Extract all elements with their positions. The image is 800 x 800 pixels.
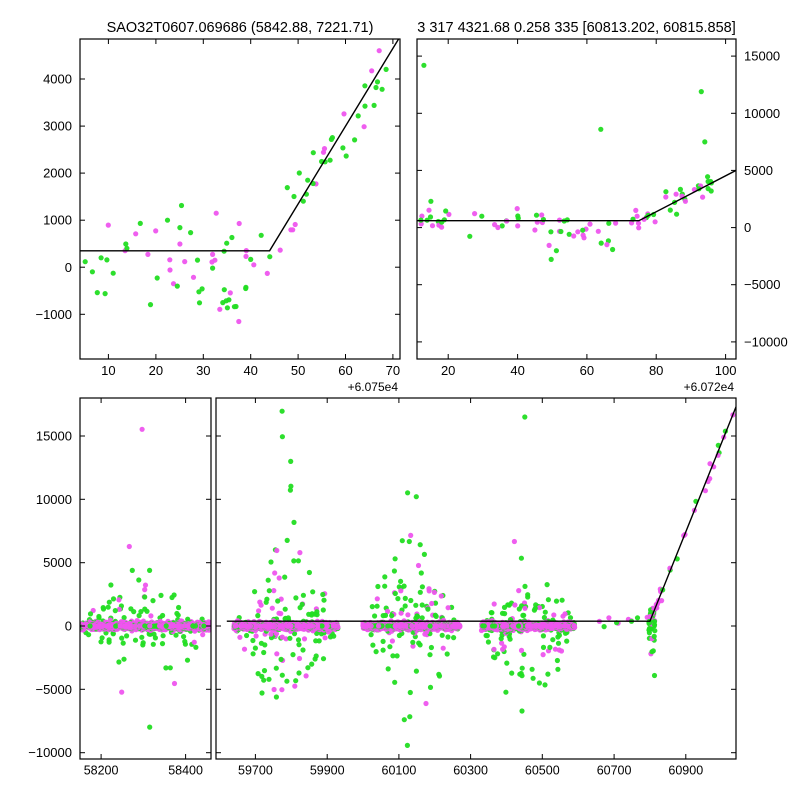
svg-text:2000: 2000 — [43, 166, 72, 181]
svg-text:59900: 59900 — [310, 764, 345, 778]
svg-text:1000: 1000 — [43, 213, 72, 228]
svg-text:0: 0 — [744, 220, 751, 235]
svg-text:58400: 58400 — [168, 764, 203, 778]
svg-text:70: 70 — [386, 363, 400, 378]
svg-text:+6.075e4: +6.075e4 — [348, 380, 399, 394]
svg-text:60100: 60100 — [382, 764, 417, 778]
svg-text:60: 60 — [338, 363, 352, 378]
svg-text:60900: 60900 — [668, 764, 703, 778]
svg-text:−10000: −10000 — [744, 334, 788, 349]
svg-text:15000: 15000 — [36, 429, 72, 444]
svg-text:15000: 15000 — [744, 49, 780, 64]
svg-text:50: 50 — [291, 363, 305, 378]
svg-text:+6.072e4: +6.072e4 — [684, 380, 735, 394]
svg-text:58200: 58200 — [84, 764, 119, 778]
svg-text:SAO32T0607.069686 (5842.88, 72: SAO32T0607.069686 (5842.88, 7221.71) — [107, 20, 374, 36]
svg-text:80: 80 — [649, 363, 663, 378]
svg-text:10: 10 — [101, 363, 115, 378]
svg-text:40: 40 — [510, 363, 524, 378]
svg-text:30: 30 — [196, 363, 210, 378]
svg-text:4000: 4000 — [43, 72, 72, 87]
svg-text:100: 100 — [715, 363, 737, 378]
svg-text:3 317 4321.68 0.258 335 [60813: 3 317 4321.68 0.258 335 [60813.202, 6081… — [417, 20, 736, 36]
svg-text:60500: 60500 — [525, 764, 560, 778]
svg-text:0: 0 — [65, 260, 72, 275]
svg-text:3000: 3000 — [43, 119, 72, 134]
svg-text:0: 0 — [65, 619, 72, 634]
svg-text:40: 40 — [243, 363, 257, 378]
svg-text:60700: 60700 — [597, 764, 632, 778]
svg-text:60: 60 — [580, 363, 594, 378]
svg-text:5000: 5000 — [43, 555, 72, 570]
svg-text:−10000: −10000 — [28, 745, 72, 760]
svg-text:5000: 5000 — [744, 163, 773, 178]
svg-text:−1000: −1000 — [35, 307, 72, 322]
svg-text:10000: 10000 — [744, 106, 780, 121]
svg-text:59700: 59700 — [238, 764, 273, 778]
svg-text:20: 20 — [149, 363, 163, 378]
svg-text:20: 20 — [441, 363, 455, 378]
svg-text:60300: 60300 — [453, 764, 488, 778]
svg-text:−5000: −5000 — [744, 277, 781, 292]
svg-text:−5000: −5000 — [35, 682, 72, 697]
svg-text:10000: 10000 — [36, 492, 72, 507]
